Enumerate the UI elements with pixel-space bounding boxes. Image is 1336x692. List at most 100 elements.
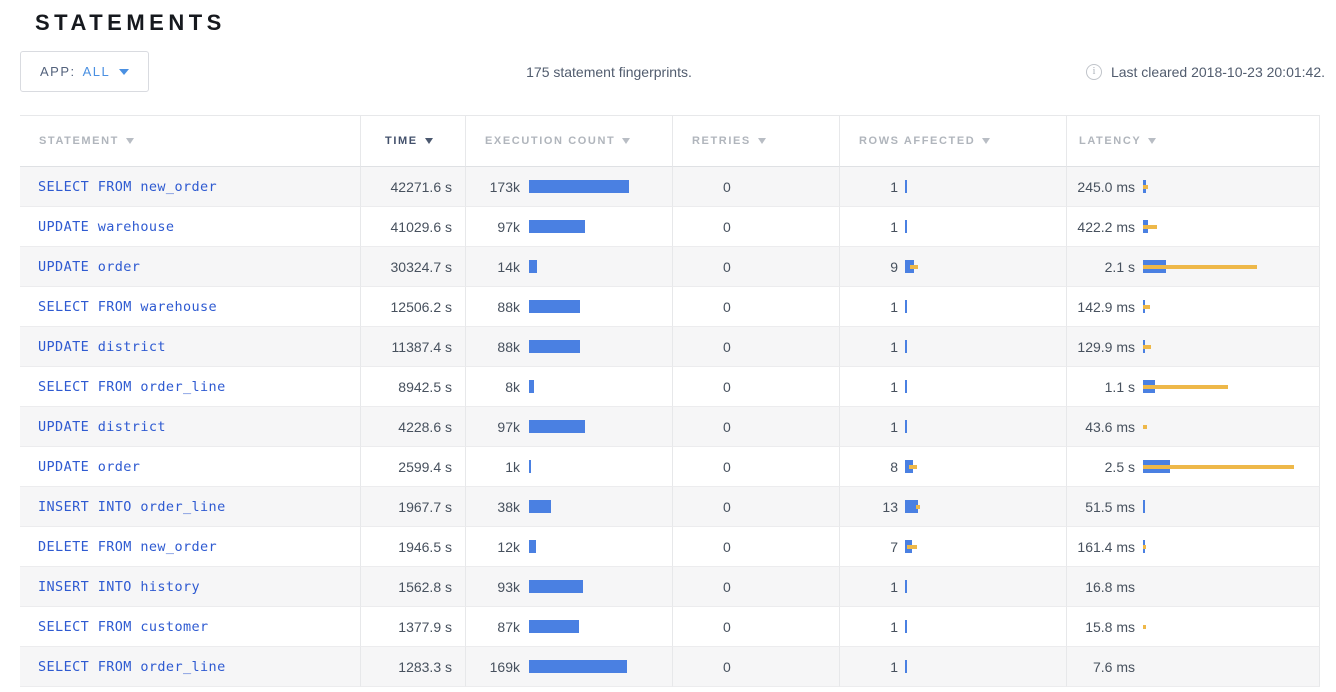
execution-count-bar [529, 259, 672, 274]
table-header-row: STATEMENT TIME EXECUTION COUNT RETRIES R… [20, 116, 1320, 167]
statement-count-summary: 175 statement fingerprints. [526, 63, 692, 80]
statement-link[interactable]: SELECT FROM warehouse [38, 298, 218, 315]
latency-bar [1143, 620, 1319, 634]
time-value: 1946.5 s [361, 527, 466, 567]
retries-value: 0 [673, 247, 840, 287]
latency-cell: 142.9 ms [1067, 287, 1320, 327]
column-header-time[interactable]: TIME [361, 116, 466, 167]
info-icon[interactable]: i [1085, 63, 1102, 80]
table-row: SELECT FROM order_line 1283.3 s 169k 0 1… [20, 647, 1320, 687]
rows-affected-cell: 1 [840, 367, 1067, 407]
statement-link[interactable]: SELECT FROM order_line [38, 378, 226, 395]
column-header-retries[interactable]: RETRIES [673, 116, 840, 167]
latency-bar [1143, 499, 1319, 514]
rows-affected-bar [905, 379, 1066, 394]
statement-link[interactable]: INSERT INTO order_line [38, 498, 226, 515]
statement-link[interactable]: SELECT FROM customer [38, 618, 209, 635]
time-value: 1967.7 s [361, 487, 466, 527]
time-value: 11387.4 s [361, 327, 466, 367]
column-header-statement[interactable]: STATEMENT [20, 116, 361, 167]
column-header-latency[interactable]: LATENCY [1067, 116, 1320, 167]
table-row: UPDATE warehouse 41029.6 s 97k 0 1 422.2… [20, 207, 1320, 247]
retries-value: 0 [673, 647, 840, 687]
app-filter-dropdown[interactable]: APP: ALL [20, 51, 150, 92]
rows-affected-cell: 1 [840, 407, 1067, 447]
latency-cell: 422.2 ms [1067, 207, 1320, 247]
sort-arrow-icon [622, 138, 631, 144]
execution-count-bar [529, 579, 672, 594]
column-header-rows-affected[interactable]: ROWS AFFECTED [840, 116, 1067, 167]
retries-value: 0 [673, 607, 840, 647]
latency-bar [1143, 420, 1319, 434]
retries-value: 0 [673, 407, 840, 447]
table-row: SELECT FROM order_line 8942.5 s 8k 0 1 1… [20, 367, 1320, 407]
app-filter-label: APP: [40, 64, 76, 79]
rows-affected-cell: 9 [840, 247, 1067, 287]
rows-affected-cell: 1 [840, 567, 1067, 607]
statement-link[interactable]: SELECT FROM new_order [38, 178, 218, 195]
retries-value: 0 [673, 327, 840, 367]
rows-affected-cell: 8 [840, 447, 1067, 487]
rows-affected-bar [905, 339, 1066, 354]
execution-count-cell: 173k [466, 167, 673, 207]
sort-arrow-icon [126, 138, 134, 144]
latency-cell: 1.1 s [1067, 367, 1320, 407]
latency-cell: 43.6 ms [1067, 407, 1320, 447]
last-cleared: i Last cleared 2018-10-23 20:01:42. [1085, 63, 1325, 80]
execution-count-cell: 93k [466, 567, 673, 607]
execution-count-cell: 88k [466, 287, 673, 327]
rows-affected-bar [905, 619, 1066, 634]
latency-bar [1143, 259, 1319, 274]
statement-link[interactable]: UPDATE order [38, 258, 141, 275]
time-value: 4228.6 s [361, 407, 466, 447]
rows-affected-bar [905, 259, 1066, 274]
execution-count-bar [529, 219, 672, 234]
rows-affected-bar [905, 459, 1066, 474]
statement-link[interactable]: UPDATE warehouse [38, 218, 175, 235]
latency-cell: 15.8 ms [1067, 607, 1320, 647]
rows-affected-bar [905, 659, 1066, 674]
statement-link[interactable]: SELECT FROM order_line [38, 658, 226, 675]
column-header-execution-count[interactable]: EXECUTION COUNT [466, 116, 673, 167]
time-value: 12506.2 s [361, 287, 466, 327]
statement-link[interactable]: UPDATE district [38, 338, 166, 355]
statement-link[interactable]: UPDATE district [38, 418, 166, 435]
table-body: SELECT FROM new_order 42271.6 s 173k 0 1… [20, 167, 1320, 687]
latency-bar [1143, 580, 1319, 594]
sort-arrow-icon [982, 138, 991, 144]
execution-count-bar [529, 299, 672, 314]
table-row: UPDATE order 2599.4 s 1k 0 8 2.5 s [20, 447, 1320, 487]
time-value: 1562.8 s [361, 567, 466, 607]
latency-cell: 51.5 ms [1067, 487, 1320, 527]
rows-affected-cell: 1 [840, 327, 1067, 367]
retries-value: 0 [673, 367, 840, 407]
latency-cell: 161.4 ms [1067, 527, 1320, 567]
execution-count-bar [529, 619, 672, 634]
rows-affected-cell: 1 [840, 287, 1067, 327]
execution-count-bar [529, 339, 672, 354]
execution-count-cell: 97k [466, 207, 673, 247]
execution-count-bar [529, 179, 672, 194]
table-row: UPDATE order 30324.7 s 14k 0 9 2.1 s [20, 247, 1320, 287]
time-value: 1377.9 s [361, 607, 466, 647]
statement-link[interactable]: INSERT INTO history [38, 578, 201, 595]
table-row: INSERT INTO history 1562.8 s 93k 0 1 16.… [20, 567, 1320, 607]
rows-affected-bar [905, 219, 1066, 234]
latency-cell: 7.6 ms [1067, 647, 1320, 687]
rows-affected-cell: 1 [840, 167, 1067, 207]
rows-affected-bar [905, 419, 1066, 434]
statement-link[interactable]: UPDATE order [38, 458, 141, 475]
rows-affected-cell: 7 [840, 527, 1067, 567]
last-cleared-text: Last cleared 2018-10-23 20:01:42. [1110, 63, 1325, 80]
execution-count-cell: 169k [466, 647, 673, 687]
retries-value: 0 [673, 567, 840, 607]
table-row: SELECT FROM warehouse 12506.2 s 88k 0 1 … [20, 287, 1320, 327]
rows-affected-bar [905, 179, 1066, 194]
execution-count-cell: 8k [466, 367, 673, 407]
execution-count-bar [529, 659, 672, 674]
retries-value: 0 [673, 287, 840, 327]
statement-link[interactable]: DELETE FROM new_order [38, 538, 218, 555]
rows-affected-bar [905, 579, 1066, 594]
time-value: 42271.6 s [361, 167, 466, 207]
page-title: STATEMENTS [35, 10, 226, 35]
